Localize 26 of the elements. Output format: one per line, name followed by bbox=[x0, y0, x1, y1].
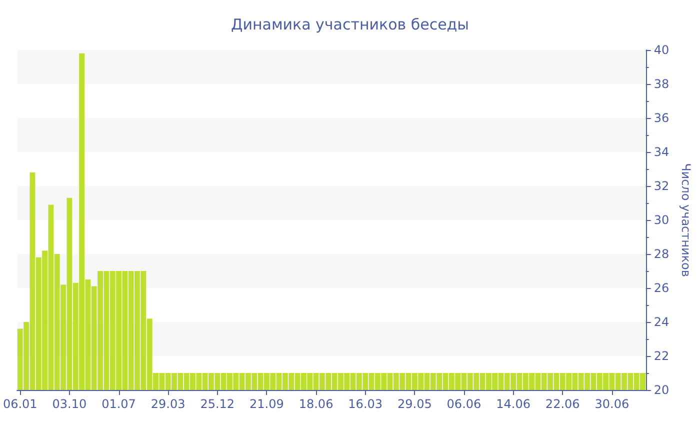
y-tick-label: 32 bbox=[654, 179, 670, 193]
y-tick-label: 22 bbox=[654, 349, 670, 363]
x-tick-label: 14.06 bbox=[496, 397, 530, 411]
x-tick-label: 06.06 bbox=[446, 397, 482, 411]
x-tick-label: 03.10 bbox=[52, 397, 87, 411]
y-axis-title: Число участников bbox=[679, 163, 693, 277]
y-tick-label: 20 bbox=[654, 383, 670, 397]
x-tick-label: 01.07 bbox=[102, 397, 136, 411]
x-tick-label: 16.03 bbox=[348, 397, 383, 411]
x-tick-label: 22.06 bbox=[545, 397, 580, 411]
x-tick-label: 06.01 bbox=[2, 397, 38, 411]
y-tick-label: 26 bbox=[654, 281, 670, 295]
x-tick-label: 25.12 bbox=[200, 397, 235, 411]
y-tick-label: 34 bbox=[654, 145, 670, 159]
x-tick-label: 30.06 bbox=[594, 397, 630, 411]
x-tick-label: 29.03 bbox=[150, 397, 186, 411]
y-tick-label: 24 bbox=[654, 315, 670, 329]
y-tick-label: 38 bbox=[654, 77, 670, 91]
y-tick-label: 40 bbox=[654, 43, 670, 57]
x-tick-label: 18.06 bbox=[298, 397, 334, 411]
x-tick-label: 29.05 bbox=[397, 397, 432, 411]
y-tick-label: 30 bbox=[654, 213, 670, 227]
chart-title: Динамика участников беседы bbox=[230, 16, 470, 34]
y-tick-label: 36 bbox=[654, 111, 670, 125]
x-tick-label: 21.09 bbox=[250, 397, 284, 411]
y-tick-label: 28 bbox=[654, 247, 670, 261]
